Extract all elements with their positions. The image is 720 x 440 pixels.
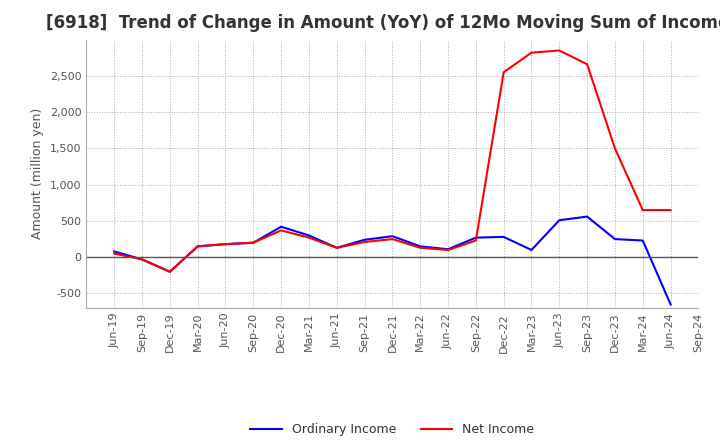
- Ordinary Income: [360, 237, 369, 242]
- Net Income: [221, 242, 230, 247]
- Net Income: [527, 50, 536, 55]
- Net Income: [611, 146, 619, 151]
- Net Income: [416, 245, 425, 250]
- Ordinary Income: [194, 244, 202, 249]
- Ordinary Income: [416, 244, 425, 249]
- Net Income: [500, 70, 508, 75]
- Y-axis label: Amount (million yen): Amount (million yen): [32, 108, 45, 239]
- Ordinary Income: [611, 236, 619, 242]
- Ordinary Income: [555, 218, 564, 223]
- Ordinary Income: [333, 245, 341, 250]
- Line: Net Income: Net Income: [114, 51, 670, 272]
- Net Income: [444, 247, 452, 253]
- Net Income: [194, 244, 202, 249]
- Ordinary Income: [166, 269, 174, 275]
- Ordinary Income: [666, 302, 675, 307]
- Net Income: [472, 238, 480, 243]
- Ordinary Income: [110, 249, 119, 254]
- Net Income: [360, 239, 369, 245]
- Title: [6918]  Trend of Change in Amount (YoY) of 12Mo Moving Sum of Incomes: [6918] Trend of Change in Amount (YoY) o…: [46, 15, 720, 33]
- Ordinary Income: [527, 247, 536, 253]
- Net Income: [305, 235, 313, 240]
- Ordinary Income: [221, 242, 230, 247]
- Ordinary Income: [249, 240, 258, 246]
- Net Income: [138, 257, 146, 262]
- Net Income: [639, 207, 647, 213]
- Net Income: [333, 245, 341, 250]
- Net Income: [666, 207, 675, 213]
- Ordinary Income: [305, 233, 313, 238]
- Legend: Ordinary Income, Net Income: Ordinary Income, Net Income: [246, 418, 539, 440]
- Ordinary Income: [639, 238, 647, 243]
- Net Income: [276, 228, 285, 233]
- Ordinary Income: [388, 234, 397, 239]
- Ordinary Income: [500, 234, 508, 239]
- Ordinary Income: [276, 224, 285, 229]
- Net Income: [166, 269, 174, 275]
- Line: Ordinary Income: Ordinary Income: [114, 216, 670, 304]
- Ordinary Income: [582, 214, 591, 219]
- Ordinary Income: [472, 235, 480, 240]
- Net Income: [249, 240, 258, 246]
- Ordinary Income: [444, 246, 452, 252]
- Net Income: [110, 251, 119, 256]
- Net Income: [388, 236, 397, 242]
- Ordinary Income: [138, 257, 146, 262]
- Net Income: [582, 62, 591, 67]
- Net Income: [555, 48, 564, 53]
